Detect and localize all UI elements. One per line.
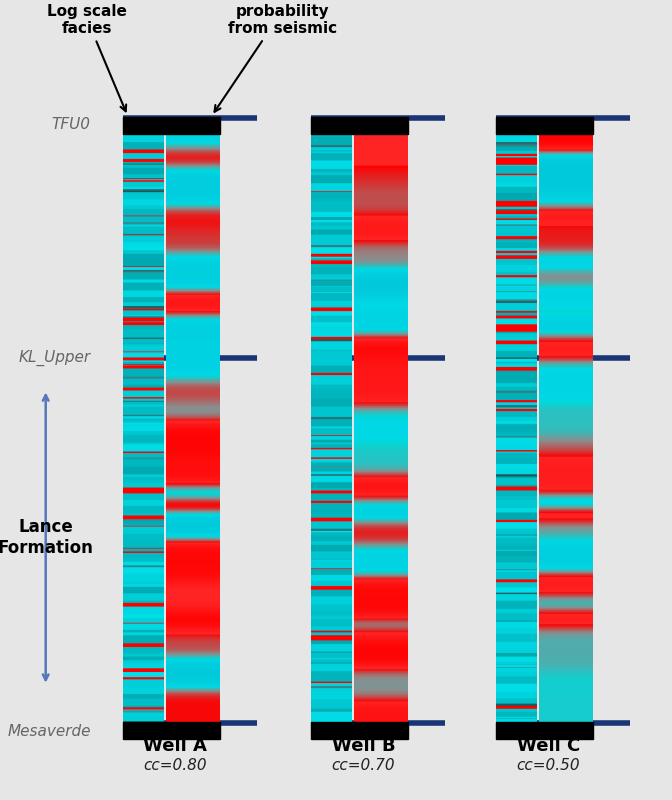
Text: TFU0: TFU0 [52,118,91,132]
Text: cc=0.70: cc=0.70 [332,758,395,773]
Text: Well C: Well C [517,737,580,754]
Text: Well A: Well A [143,737,208,754]
Text: Log scale
facies: Log scale facies [48,4,127,111]
Text: cc=0.80: cc=0.80 [144,758,207,773]
Text: Lance
Formation: Lance Formation [0,518,93,557]
Text: Channel
probability
from seismic: Channel probability from seismic [214,0,337,112]
Text: Mesaverde: Mesaverde [7,724,91,738]
Text: cc=0.50: cc=0.50 [517,758,580,773]
Text: Well B: Well B [332,737,395,754]
Text: KL_Upper: KL_Upper [19,350,91,366]
